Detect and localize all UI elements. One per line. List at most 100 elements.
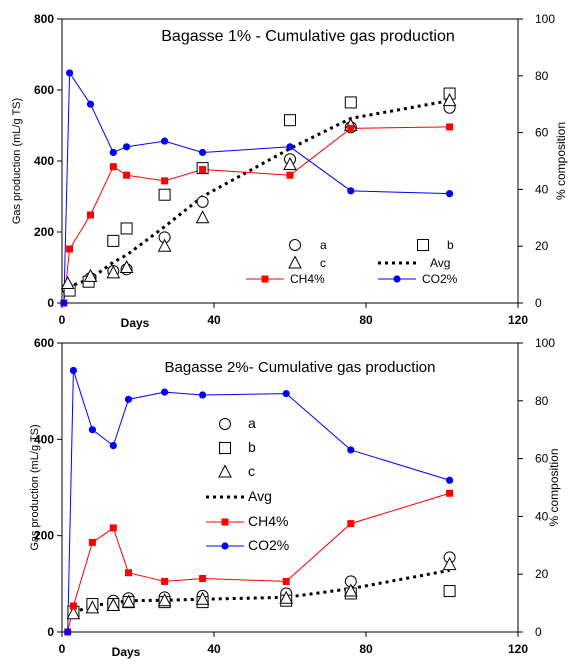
data-point [106,265,121,279]
data-point [109,148,117,157]
y-tick-label: 400 [34,154,54,168]
series-line [67,370,450,633]
data-point [107,234,120,247]
data-point [161,388,169,396]
data-point [446,489,454,497]
y-tick-label: 200 [34,529,54,543]
data-point [442,93,457,107]
series-markers-co2- [60,69,454,307]
legend-label: b [248,439,256,455]
y2-tick-label: 40 [535,509,549,523]
legend-marker [417,239,429,251]
chart-panel-1: 0 40 80 120 0 200 400 600 800 0 20 40 60 80 100 Bagasse… [11,12,568,330]
legend-marker [219,418,231,430]
y2-tick-label: 20 [535,567,549,581]
legend-label: CO2% [422,272,458,286]
data-point [446,476,454,484]
legend-label: CH4% [290,272,325,286]
legend-marker [221,518,229,526]
y-tick-label: 400 [34,432,54,446]
legend-label: b [447,238,454,252]
x-axis-label: Days [112,645,141,659]
data-point [157,593,172,607]
x-axis-label: Days [121,316,150,330]
data-point [121,594,136,608]
y2-tick-label: 60 [535,126,549,140]
y2-tick-label: 80 [535,69,549,83]
series-line [67,492,450,633]
data-point [123,171,131,179]
legend: a b c Avg CH4% CO2% [246,238,458,286]
series-markers-co2- [64,366,454,636]
data-point [157,238,172,252]
y-tick-label: 0 [47,296,54,310]
x-tick-label: 40 [207,642,221,656]
legend-label: c [320,256,326,270]
data-point [196,195,209,208]
data-point [286,171,294,179]
series-line [67,99,450,289]
y2-tick-label: 20 [535,239,549,253]
series-co2- [63,71,450,304]
y-tick-label: 600 [34,336,54,350]
x-tick-label: 80 [359,642,373,656]
legend-marker [261,275,269,283]
legend-label: Avg [430,256,450,270]
series-markers-c [66,556,457,620]
data-point [446,123,454,131]
data-point [158,188,171,201]
legend-marker [393,275,401,283]
data-point [60,275,75,289]
data-point [195,591,210,605]
x-tick-label: 120 [508,313,528,327]
y-tick-label: 800 [34,12,54,26]
data-point [284,114,296,127]
legend-label: a [320,238,327,252]
data-point [87,211,94,219]
chart-title: Bagasse 2%- Cumulative gas production [165,359,436,376]
data-point [161,137,169,145]
y-axis-label: Gas production (mL/g TS) [29,424,41,550]
legend-marker [288,255,302,269]
y2-tick-label: 100 [535,336,555,350]
data-point [442,556,457,571]
data-point [347,124,355,132]
series-line [63,71,450,304]
data-point [88,538,96,546]
data-point [66,69,74,77]
data-point [106,597,121,612]
data-point [443,585,456,598]
x-tick-label: 0 [59,642,66,656]
data-point [347,187,355,195]
data-point [109,163,117,171]
legend-marker [219,442,231,454]
data-point [124,395,133,403]
y-axis-label: Gas production (mL/g TS) [11,98,23,224]
series-line [63,126,450,304]
data-point [123,143,131,151]
data-point [195,210,210,224]
legend-label: CH4% [248,513,288,529]
data-point [109,524,117,532]
data-point [286,143,294,151]
data-point [347,446,355,454]
data-point [282,389,290,398]
data-point [86,100,95,108]
plot-frame [61,342,519,633]
x-tick-label: 40 [207,313,221,327]
data-point [161,577,169,585]
data-point [109,441,117,450]
y2-tick-label: 100 [535,12,555,26]
legend-marker [218,464,232,478]
x-tick-label: 120 [508,642,528,656]
data-point [199,148,207,157]
data-point [69,366,77,375]
data-point [343,583,358,597]
data-point [88,426,96,434]
data-point [120,222,133,235]
chart-title: Bagasse 1% - Cumulative gas production [161,28,455,45]
data-point [199,166,207,174]
legend-label: Avg [248,488,272,504]
y2-axis-label: % composition [554,122,568,200]
